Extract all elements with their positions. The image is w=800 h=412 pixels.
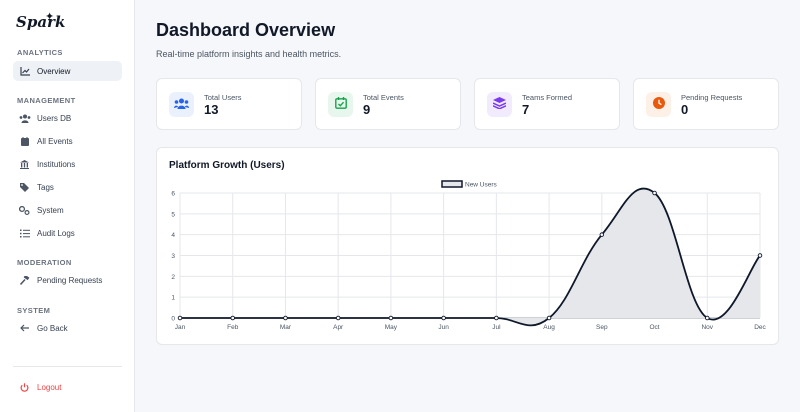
stat-label: Total Users xyxy=(204,93,242,102)
stat-value: 9 xyxy=(363,102,371,117)
data-point xyxy=(441,315,446,321)
stat-label: Teams Formed xyxy=(522,93,573,102)
x-tick-label: Nov xyxy=(701,324,713,331)
x-tick-label: Oct xyxy=(649,324,659,331)
series-area-new-users xyxy=(180,188,760,326)
x-tick-label: Apr xyxy=(333,324,344,331)
legend-swatch xyxy=(441,180,463,188)
gavel-icon xyxy=(18,275,31,285)
y-tick-label: 5 xyxy=(171,211,175,218)
stat-label: Pending Requests xyxy=(681,93,743,102)
x-tick-label: Feb xyxy=(227,324,239,331)
stat-value: 0 xyxy=(681,102,689,117)
users-icon xyxy=(174,96,189,114)
page-title: Dashboard Overview xyxy=(156,20,336,40)
stat-icon-box xyxy=(487,92,512,117)
stat-icon-box xyxy=(169,92,194,117)
x-tick-label: Jul xyxy=(492,324,501,331)
data-point xyxy=(599,232,605,237)
gears-icon xyxy=(18,205,31,215)
clock-icon xyxy=(652,96,665,114)
sidebar-item-label: Users DB xyxy=(37,113,72,123)
x-tick-label: Aug xyxy=(543,324,555,331)
y-tick-label: 6 xyxy=(171,191,175,198)
x-tick-label: Mar xyxy=(280,324,292,331)
sidebar-item-label: Institutions xyxy=(37,159,76,169)
section-system: SYSTEM xyxy=(17,306,51,315)
stat-card-total-events: Total Events 9 xyxy=(315,78,461,130)
data-point xyxy=(283,315,288,321)
section-management: MANAGEMENT xyxy=(17,96,76,105)
sidebar-item-label: Audit Logs xyxy=(37,228,75,238)
layers-icon xyxy=(492,96,507,114)
list-icon xyxy=(18,228,31,238)
sidebar-item-label: Tags xyxy=(37,182,54,192)
data-point xyxy=(177,315,183,321)
sidebar-item-all-events[interactable]: All Events xyxy=(13,131,122,151)
y-tick-label: 3 xyxy=(171,253,175,260)
calendar-check-icon xyxy=(334,96,347,114)
chart-title: Platform Growth (Users) xyxy=(169,160,285,171)
sidebar-item-label: Pending Requests xyxy=(37,275,103,285)
y-tick-label: 1 xyxy=(171,295,175,302)
sidebar-item-label: System xyxy=(37,205,64,215)
power-icon xyxy=(18,382,31,392)
stat-card-teams-formed: Teams Formed 7 xyxy=(474,78,620,130)
data-point xyxy=(705,315,710,321)
x-tick-label: Jan xyxy=(175,324,186,331)
stat-label: Total Events xyxy=(363,93,404,102)
sidebar-item-label: Go Back xyxy=(37,323,68,333)
data-point xyxy=(388,315,394,321)
growth-chart: 0 1 2 3 4 5 6 Jan Feb Mar Apr May Jun Jul Aug Sep Oct Nov… xyxy=(171,180,767,331)
data-point xyxy=(546,315,552,321)
sidebar-item-users-db[interactable]: Users DB xyxy=(13,108,122,128)
y-tick-label: 2 xyxy=(171,274,175,281)
x-tick-label: Jun xyxy=(438,324,449,331)
y-tick-label: 4 xyxy=(171,232,175,239)
sidebar-item-go-back[interactable]: Go Back xyxy=(13,318,122,338)
tags-icon xyxy=(18,182,31,192)
arrow-left-icon xyxy=(18,323,31,333)
sidebar-item-overview[interactable]: Overview xyxy=(13,61,122,81)
stat-value: 7 xyxy=(522,102,530,117)
calendar-icon xyxy=(18,136,31,146)
data-point xyxy=(652,190,657,196)
stat-icon-box xyxy=(328,92,353,117)
sidebar-item-institutions[interactable]: Institutions xyxy=(13,154,122,174)
y-tick-label: 0 xyxy=(171,316,175,323)
legend-label: New Users xyxy=(465,182,498,189)
x-tick-label: May xyxy=(385,324,398,331)
sidebar-item-label: All Events xyxy=(37,136,73,146)
data-point xyxy=(230,315,235,321)
logout-label: Logout xyxy=(37,382,62,392)
page-subtitle: Real-time platform insights and health m… xyxy=(156,49,342,59)
data-point xyxy=(335,315,341,321)
section-moderation: MODERATION xyxy=(17,258,72,267)
x-tick-label: Sep xyxy=(596,324,608,331)
stat-card-pending-requests: Pending Requests 0 xyxy=(633,78,779,130)
stat-value: 13 xyxy=(204,102,219,117)
sidebar-item-tags[interactable]: Tags xyxy=(13,177,122,197)
sidebar-item-pending-requests[interactable]: Pending Requests xyxy=(13,270,122,290)
data-point xyxy=(757,253,763,258)
x-tick-label: Dec xyxy=(754,324,766,331)
users-icon xyxy=(18,113,31,123)
chart-card: Platform Growth (Users) 0 1 2 3 4 5 6 Jan Feb Mar… xyxy=(156,147,779,345)
sidebar-divider xyxy=(13,366,122,367)
sidebar-item-system[interactable]: System xyxy=(13,200,122,220)
section-analytics: ANALYTICS xyxy=(17,48,63,57)
stat-icon-box xyxy=(646,92,671,117)
logout-button[interactable]: Logout xyxy=(13,377,122,397)
sparkle-icon: ✦ xyxy=(45,11,55,23)
building-columns-icon xyxy=(18,159,31,169)
logo[interactable]: Spark xyxy=(16,13,66,31)
stat-card-total-users: Total Users 13 xyxy=(156,78,302,130)
sidebar-item-audit-logs[interactable]: Audit Logs xyxy=(13,223,122,243)
sidebar: Spark ✦ ANALYTICS Overview MANAGEMENT Us… xyxy=(0,0,135,412)
data-point xyxy=(494,315,499,321)
chart-line-icon xyxy=(18,66,31,76)
sidebar-item-label: Overview xyxy=(37,66,71,76)
